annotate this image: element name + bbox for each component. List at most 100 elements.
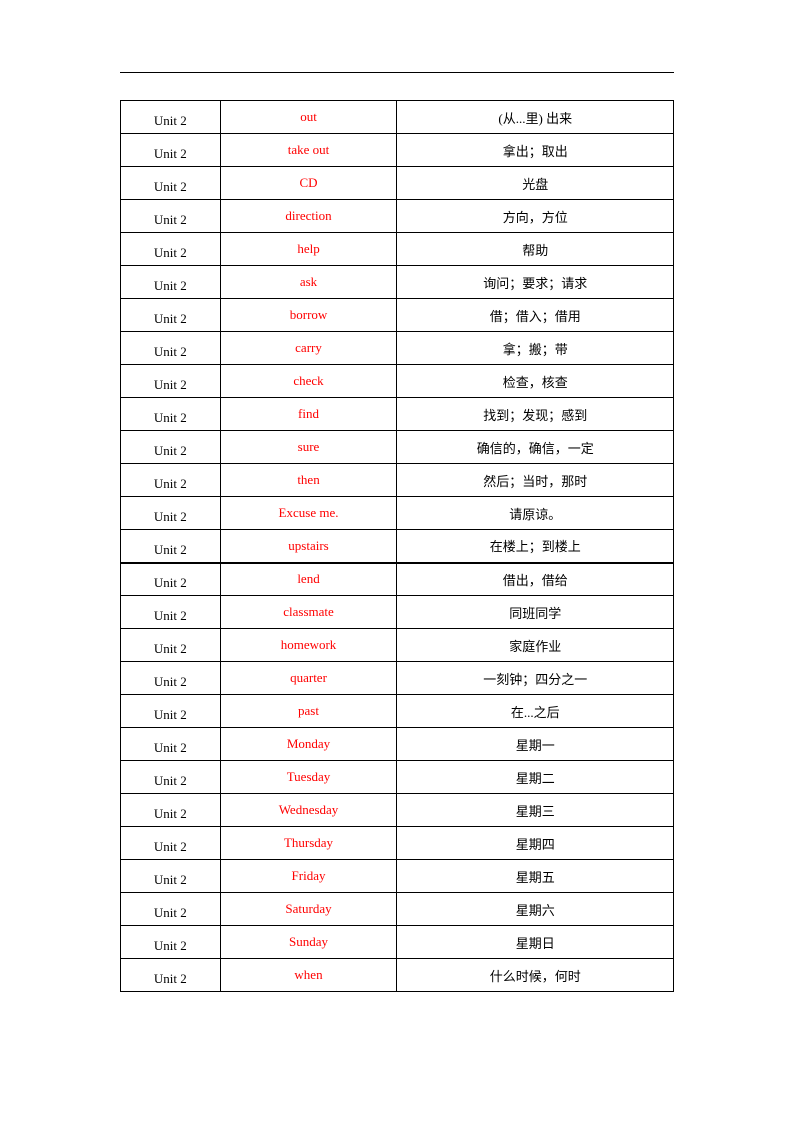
word-cell: borrow xyxy=(220,299,397,332)
table-row: Unit 2out(从...里) 出来 xyxy=(121,101,674,134)
meaning-cell: 同班同学 xyxy=(397,596,674,629)
unit-cell: Unit 2 xyxy=(121,959,221,992)
table-row: Unit 2direction方向，方位 xyxy=(121,200,674,233)
unit-cell: Unit 2 xyxy=(121,398,221,431)
meaning-cell: 星期日 xyxy=(397,926,674,959)
word-cell: classmate xyxy=(220,596,397,629)
meaning-cell: 在楼上；到楼上 xyxy=(397,530,674,563)
table-row: Unit 2take out拿出；取出 xyxy=(121,134,674,167)
meaning-cell: 星期五 xyxy=(397,860,674,893)
word-cell: Excuse me. xyxy=(220,497,397,530)
unit-cell: Unit 2 xyxy=(121,233,221,266)
table-body: Unit 2out(从...里) 出来Unit 2take out拿出；取出Un… xyxy=(121,101,674,992)
word-cell: quarter xyxy=(220,662,397,695)
table-row: Unit 2borrow借；借入；借用 xyxy=(121,299,674,332)
table-row: Unit 2CD光盘 xyxy=(121,167,674,200)
meaning-cell: 星期六 xyxy=(397,893,674,926)
unit-cell: Unit 2 xyxy=(121,662,221,695)
meaning-cell: 确信的，确信，一定 xyxy=(397,431,674,464)
word-cell: direction xyxy=(220,200,397,233)
table-row: Unit 2when什么时候，何时 xyxy=(121,959,674,992)
word-cell: homework xyxy=(220,629,397,662)
meaning-cell: 借；借入；借用 xyxy=(397,299,674,332)
meaning-cell: 询问；要求；请求 xyxy=(397,266,674,299)
unit-cell: Unit 2 xyxy=(121,728,221,761)
meaning-cell: 一刻钟；四分之一 xyxy=(397,662,674,695)
unit-cell: Unit 2 xyxy=(121,101,221,134)
unit-cell: Unit 2 xyxy=(121,629,221,662)
word-cell: sure xyxy=(220,431,397,464)
table-row: Unit 2classmate同班同学 xyxy=(121,596,674,629)
table-row: Unit 2then然后；当时，那时 xyxy=(121,464,674,497)
unit-cell: Unit 2 xyxy=(121,497,221,530)
table-row: Unit 2Excuse me.请原谅。 xyxy=(121,497,674,530)
meaning-cell: 星期四 xyxy=(397,827,674,860)
meaning-cell: 星期二 xyxy=(397,761,674,794)
unit-cell: Unit 2 xyxy=(121,893,221,926)
meaning-cell: 然后；当时，那时 xyxy=(397,464,674,497)
word-cell: Tuesday xyxy=(220,761,397,794)
unit-cell: Unit 2 xyxy=(121,596,221,629)
unit-cell: Unit 2 xyxy=(121,266,221,299)
vocabulary-table: Unit 2out(从...里) 出来Unit 2take out拿出；取出Un… xyxy=(120,100,674,992)
unit-cell: Unit 2 xyxy=(121,464,221,497)
unit-cell: Unit 2 xyxy=(121,167,221,200)
table-row: Unit 2Sunday星期日 xyxy=(121,926,674,959)
word-cell: when xyxy=(220,959,397,992)
meaning-cell: 检查，核查 xyxy=(397,365,674,398)
unit-cell: Unit 2 xyxy=(121,530,221,563)
table-row: Unit 2check检查，核查 xyxy=(121,365,674,398)
table-row: Unit 2Monday星期一 xyxy=(121,728,674,761)
unit-cell: Unit 2 xyxy=(121,563,221,596)
unit-cell: Unit 2 xyxy=(121,200,221,233)
unit-cell: Unit 2 xyxy=(121,827,221,860)
unit-cell: Unit 2 xyxy=(121,332,221,365)
meaning-cell: 方向，方位 xyxy=(397,200,674,233)
table-row: Unit 2Tuesday星期二 xyxy=(121,761,674,794)
word-cell: help xyxy=(220,233,397,266)
word-cell: upstairs xyxy=(220,530,397,563)
word-cell: Thursday xyxy=(220,827,397,860)
table-row: Unit 2Thursday星期四 xyxy=(121,827,674,860)
word-cell: past xyxy=(220,695,397,728)
unit-cell: Unit 2 xyxy=(121,926,221,959)
unit-cell: Unit 2 xyxy=(121,761,221,794)
unit-cell: Unit 2 xyxy=(121,134,221,167)
meaning-cell: (从...里) 出来 xyxy=(397,101,674,134)
meaning-cell: 光盘 xyxy=(397,167,674,200)
table-row: Unit 2sure确信的，确信，一定 xyxy=(121,431,674,464)
meaning-cell: 什么时候，何时 xyxy=(397,959,674,992)
table-row: Unit 2Saturday星期六 xyxy=(121,893,674,926)
word-cell: Friday xyxy=(220,860,397,893)
table-row: Unit 2Wednesday星期三 xyxy=(121,794,674,827)
meaning-cell: 拿；搬；带 xyxy=(397,332,674,365)
table-row: Unit 2carry拿；搬；带 xyxy=(121,332,674,365)
meaning-cell: 在...之后 xyxy=(397,695,674,728)
unit-cell: Unit 2 xyxy=(121,365,221,398)
word-cell: CD xyxy=(220,167,397,200)
vocabulary-table-container: Unit 2out(从...里) 出来Unit 2take out拿出；取出Un… xyxy=(120,100,674,992)
meaning-cell: 星期三 xyxy=(397,794,674,827)
table-row: Unit 2ask询问；要求；请求 xyxy=(121,266,674,299)
word-cell: out xyxy=(220,101,397,134)
word-cell: lend xyxy=(220,563,397,596)
word-cell: Sunday xyxy=(220,926,397,959)
table-row: Unit 2find找到；发现；感到 xyxy=(121,398,674,431)
meaning-cell: 拿出；取出 xyxy=(397,134,674,167)
table-row: Unit 2homework家庭作业 xyxy=(121,629,674,662)
table-row: Unit 2lend借出，借给 xyxy=(121,563,674,596)
unit-cell: Unit 2 xyxy=(121,299,221,332)
unit-cell: Unit 2 xyxy=(121,794,221,827)
word-cell: check xyxy=(220,365,397,398)
unit-cell: Unit 2 xyxy=(121,431,221,464)
word-cell: Wednesday xyxy=(220,794,397,827)
word-cell: carry xyxy=(220,332,397,365)
meaning-cell: 帮助 xyxy=(397,233,674,266)
table-row: Unit 2quarter一刻钟；四分之一 xyxy=(121,662,674,695)
meaning-cell: 星期一 xyxy=(397,728,674,761)
word-cell: Monday xyxy=(220,728,397,761)
header-divider xyxy=(120,72,674,73)
unit-cell: Unit 2 xyxy=(121,860,221,893)
meaning-cell: 家庭作业 xyxy=(397,629,674,662)
word-cell: then xyxy=(220,464,397,497)
